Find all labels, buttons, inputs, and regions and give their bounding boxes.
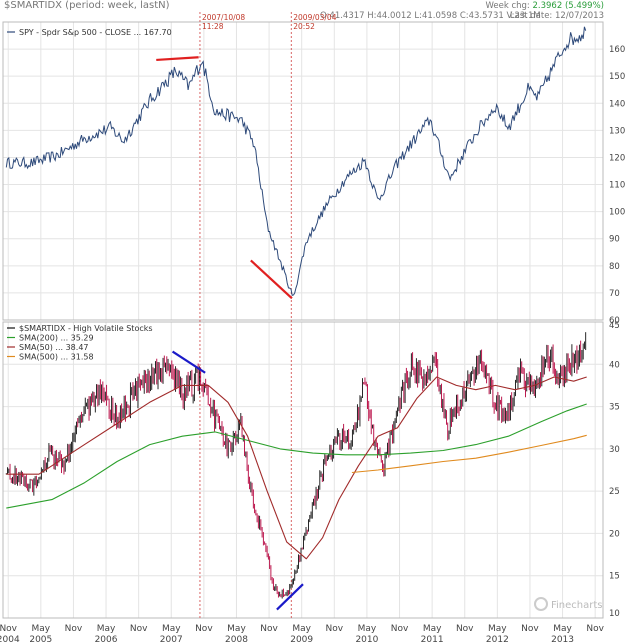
x-tick-month: Nov (195, 624, 213, 634)
x-tick-year: 2008 (225, 635, 248, 644)
x-tick-month: May (553, 624, 572, 634)
x-tick-year: 2004 (0, 635, 20, 644)
x-tick-month: Nov (65, 624, 83, 634)
last-date: Last date: 12/07/2013 (509, 11, 604, 21)
app-title: $SMARTIDX (period: week, lastN) (4, 0, 170, 11)
date-marker-label: 2007/10/08 (202, 13, 245, 22)
finecharts-watermark: Finecharts (534, 597, 603, 611)
y-tick-label: 20 (609, 529, 620, 539)
x-tick-month: Nov (326, 624, 344, 634)
price-panel-frame (2, 21, 604, 321)
sma500-line (351, 434, 587, 474)
price-panel-grid (3, 22, 603, 320)
spy-line (5, 26, 587, 297)
x-tick-month: Nov (260, 624, 278, 634)
trendline-blue (276, 583, 304, 611)
x-tick-year: 2010 (355, 635, 378, 644)
sma200-line (6, 403, 587, 509)
trendline-red (250, 259, 293, 300)
date-marker-time: 11:28 (202, 22, 224, 31)
date-marker-time: 20:52 (293, 22, 315, 31)
y-tick-label: 120 (609, 153, 625, 163)
y-tick-label: 25 (609, 487, 620, 497)
y-tick-label: 15 (609, 572, 620, 582)
legend-label-spy: SPY - Spdr S&p 500 - CLOSE ... 167.70 (19, 28, 172, 37)
x-tick-month: May (358, 624, 377, 634)
x-tick-month: Nov (456, 624, 474, 634)
price-legend: SPY - Spdr S&p 500 - CLOSE ... 167.70 (7, 28, 172, 37)
trend-lines (156, 56, 304, 611)
y-tick-label: 140 (609, 99, 625, 109)
x-tick-month: Nov (130, 624, 148, 634)
y-tick-label: 30 (609, 445, 620, 455)
x-tick-month: Nov (521, 624, 539, 634)
watermark-text: Finecharts (551, 600, 603, 611)
y-tick-label: 130 (609, 126, 625, 136)
week-change-value: 2.3962 (5.499%) (532, 1, 605, 11)
y-tick-label: 35 (609, 403, 620, 413)
x-axis: Nov May Nov May Nov May Nov May Nov May Nov May Nov M… (0, 624, 605, 644)
y-tick-label: 90 (609, 235, 620, 245)
x-tick-year: 2011 (421, 635, 444, 644)
y-axes: 60 70 80 90 100 110 120 130 140 150 160 10 15 20 25 30 3… (609, 45, 625, 619)
legend-label: SMA(200) ... 35.29 (19, 334, 94, 343)
x-tick-year: 2005 (29, 635, 52, 644)
y-tick-label: 100 (609, 208, 625, 218)
x-tick-month: May (423, 624, 442, 634)
week-change-label: Week chg: (485, 1, 530, 11)
x-tick-month: May (227, 624, 246, 634)
y-tick-label: 40 (609, 360, 620, 370)
x-tick-month: May (97, 624, 116, 634)
y-tick-label: 70 (609, 289, 620, 299)
x-tick-year: 2012 (486, 635, 509, 644)
week-change: Week chg: 2.3962 (5.499%) (485, 1, 604, 11)
sma50-line (6, 376, 587, 560)
y-tick-label: 45 (609, 321, 620, 331)
sma-series (6, 376, 587, 560)
y-tick-label: 160 (609, 45, 625, 55)
index-panel-frame (2, 321, 604, 619)
index-panel-grid (3, 322, 603, 618)
spy-series (5, 26, 587, 297)
x-tick-year: 2013 (551, 635, 574, 644)
y-tick-label: 110 (609, 181, 625, 191)
y-tick-label: 10 (609, 609, 620, 619)
y-tick-label: 60 (609, 316, 620, 326)
date-marker-label: 2009/03/04 (293, 13, 336, 22)
x-tick-month: Nov (586, 624, 604, 634)
y-tick-label: 80 (609, 262, 620, 272)
x-tick-month: May (162, 624, 181, 634)
legend-label: $SMARTIDX - High Volatile Stocks (19, 324, 153, 333)
legend-label: SMA(50) ... 38.47 (19, 343, 89, 352)
x-tick-month: Nov (0, 624, 18, 634)
x-tick-month: May (488, 624, 507, 634)
x-tick-month: May (292, 624, 311, 634)
trendline-red (156, 56, 199, 62)
x-tick-year: 2009 (290, 635, 313, 644)
x-tick-month: May (32, 624, 51, 634)
x-tick-year: 2007 (160, 635, 183, 644)
trendline-blue (171, 350, 206, 374)
legend-label: SMA(500) ... 31.58 (19, 353, 94, 362)
smartidx-candles (5, 332, 587, 599)
x-tick-year: 2006 (95, 635, 118, 644)
ohlc-readout: O:41.4317 H:44.0012 L:41.0598 C:43.5731 … (320, 11, 541, 21)
y-tick-label: 150 (609, 72, 625, 82)
watermark-logo (534, 597, 548, 611)
x-tick-month: Nov (391, 624, 409, 634)
index-legend: $SMARTIDX - High Volatile StocksSMA(200)… (7, 324, 153, 362)
